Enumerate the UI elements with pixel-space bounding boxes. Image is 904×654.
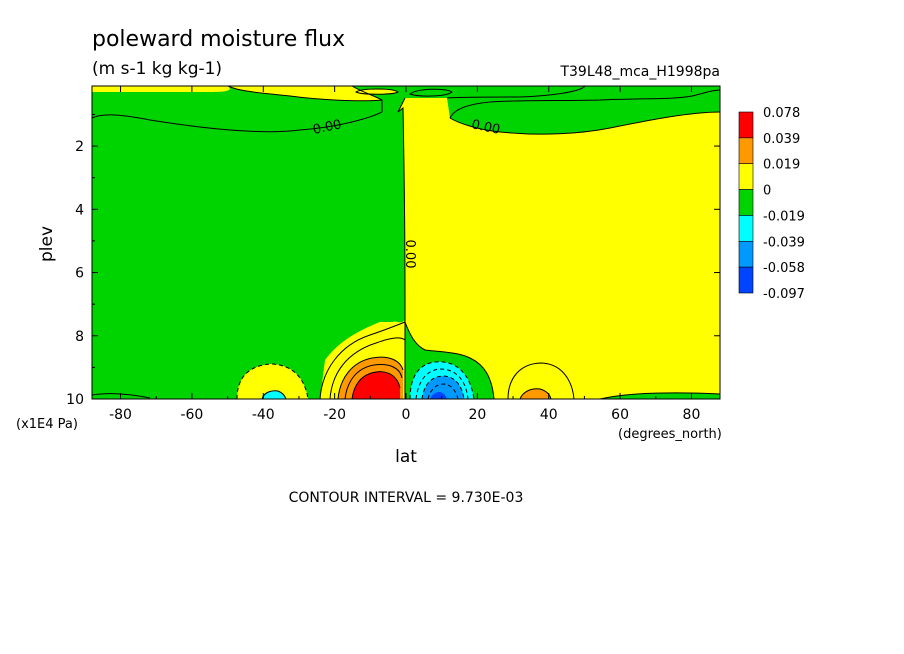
x-tick-label: -60 [180, 407, 203, 423]
legend-label: 0.078 [763, 106, 800, 121]
region-upper-east-negative [447, 86, 720, 118]
contour-label: 0.00 [402, 240, 417, 269]
region-positive-cell-yellow2 [370, 322, 405, 340]
region-surface-east [600, 392, 720, 399]
legend-label: -0.019 [763, 209, 805, 224]
legend-label: 0.039 [763, 132, 800, 147]
y-tick-label: 2 [75, 139, 84, 155]
region-east-low-orange [520, 388, 551, 399]
x-tick-label: -20 [323, 407, 346, 423]
legend-label: 0.019 [763, 158, 800, 173]
y-tick-label: 8 [75, 329, 84, 345]
contour-label: 0.00 [470, 117, 501, 138]
y-tick-label: 10 [66, 392, 84, 408]
run-label: T39L48_mca_H1998pa [559, 64, 720, 80]
legend-swatch [738, 266, 754, 294]
region-west-low-yellow [237, 364, 308, 399]
contour-interval-note: CONTOUR INTERVAL = 9.730E-03 [289, 490, 524, 506]
x-tick-label: 60 [611, 407, 629, 423]
legend-swatch [738, 163, 754, 190]
y-axis-label: plev [37, 226, 57, 262]
region-west-column [92, 108, 405, 399]
plot-area: 0.00 0.00 0.00 [91, 85, 721, 400]
x-tick-label: -40 [252, 407, 275, 423]
chart-title: poleward moisture flux [92, 27, 345, 52]
legend-swatch [738, 111, 754, 139]
region-top-strip [352, 86, 585, 112]
x-axis-unit: (degrees_north) [618, 427, 722, 442]
x-tick-label: 80 [683, 407, 701, 423]
region-upper-negative [92, 86, 382, 132]
legend-swatch [738, 215, 754, 242]
y-tick-label: 6 [75, 266, 84, 282]
x-tick-label: 0 [402, 407, 411, 423]
region-negative-cell-darkblue [430, 392, 447, 399]
legend-swatch [738, 137, 754, 165]
region-lefttop-yellow [92, 86, 230, 92]
region-west-low-cyan [262, 390, 286, 399]
y-axis-unit: (x1E4 Pa) [16, 417, 78, 432]
chart-subtitle: (m s-1 kg kg-1) [92, 59, 222, 79]
region-top-green-bubble [410, 89, 452, 97]
legend-swatch [738, 189, 754, 216]
color-legend: 0.078 0.039 0.019 0 -0.019 -0.039 -0.058 -0.097 [738, 106, 805, 302]
region-positive-cell-red [352, 371, 400, 399]
legend-label: -0.058 [763, 261, 805, 276]
legend-label: 0 [763, 184, 771, 199]
legend-label: -0.097 [763, 287, 805, 302]
contour-lines [91, 85, 721, 400]
legend-swatch [738, 240, 754, 268]
x-tick-label: 20 [468, 407, 486, 423]
region-negative-cell-blue [422, 376, 464, 399]
x-tick-label: 40 [540, 407, 558, 423]
x-tick-label: -80 [109, 407, 132, 423]
y-axis: 2 4 6 8 10 [66, 113, 720, 408]
x-axis: -80 -60 -40 -20 0 20 40 60 80 [109, 86, 700, 423]
y-tick-label: 4 [75, 202, 84, 218]
x-axis-label: lat [395, 447, 417, 467]
legend-label: -0.039 [763, 235, 805, 250]
contour-label: 0.00 [312, 117, 343, 138]
